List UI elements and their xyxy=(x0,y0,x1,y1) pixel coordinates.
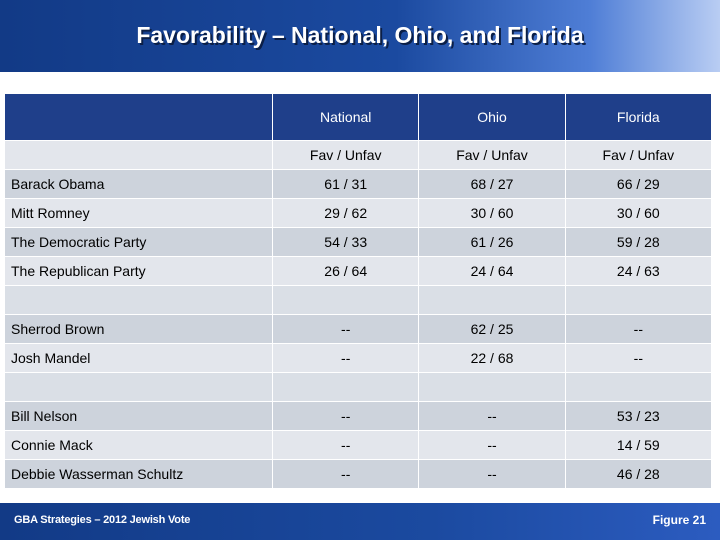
value-cell: 22 / 68 xyxy=(418,343,566,373)
table-subheader-row: Fav / Unfav Fav / Unfav Fav / Unfav xyxy=(5,140,713,170)
title-bar xyxy=(0,0,720,72)
row-label: Connie Mack xyxy=(5,430,274,460)
column-header-florida: Florida xyxy=(565,94,713,141)
value-cell: 30 / 60 xyxy=(565,198,713,228)
value-cell: 53 / 23 xyxy=(565,401,713,431)
value-cell: 68 / 27 xyxy=(418,169,566,199)
value-cell: -- xyxy=(565,314,713,344)
row-label: Barack Obama xyxy=(5,169,274,199)
value-cell: -- xyxy=(272,459,420,489)
table-header-row: National Ohio Florida xyxy=(5,94,713,141)
footer-bar xyxy=(0,503,720,540)
figure-number: Figure 21 xyxy=(652,513,706,527)
value-cell: 61 / 31 xyxy=(272,169,420,199)
row-label: Mitt Romney xyxy=(5,198,274,228)
spacer-cell xyxy=(272,372,420,402)
value-cell: 54 / 33 xyxy=(272,227,420,257)
value-cell: 14 / 59 xyxy=(565,430,713,460)
spacer-cell xyxy=(565,285,713,315)
favorability-table: National Ohio Florida Fav / Unfav Fav / … xyxy=(5,94,713,489)
table-row: The Republican Party 26 / 64 24 / 64 24 / 6… xyxy=(5,256,713,286)
spacer-cell xyxy=(272,285,420,315)
value-cell: 30 / 60 xyxy=(418,198,566,228)
table-row: Mitt Romney 29 / 62 30 / 60 30 / 60 xyxy=(5,198,713,228)
spacer-row xyxy=(5,372,713,402)
subheader-blank-cell xyxy=(5,140,274,170)
value-cell: 24 / 63 xyxy=(565,256,713,286)
value-cell: -- xyxy=(418,430,566,460)
row-label: Sherrod Brown xyxy=(5,314,274,344)
table-row: Connie Mack -- -- 14 / 59 xyxy=(5,430,713,460)
value-cell: -- xyxy=(418,401,566,431)
value-cell: -- xyxy=(418,459,566,489)
spacer-cell xyxy=(5,285,274,315)
row-label: The Democratic Party xyxy=(5,227,274,257)
row-label: Josh Mandel xyxy=(5,343,274,373)
table-row: Josh Mandel -- 22 / 68 -- xyxy=(5,343,713,373)
table-row: Sherrod Brown -- 62 / 25 -- xyxy=(5,314,713,344)
spacer-cell xyxy=(565,372,713,402)
subheader-national: Fav / Unfav xyxy=(272,140,420,170)
spacer-cell xyxy=(418,372,566,402)
value-cell: -- xyxy=(272,401,420,431)
value-cell: -- xyxy=(272,314,420,344)
table-row: Debbie Wasserman Schultz -- -- 46 / 28 xyxy=(5,459,713,489)
value-cell: 46 / 28 xyxy=(565,459,713,489)
value-cell: 26 / 64 xyxy=(272,256,420,286)
row-label: The Republican Party xyxy=(5,256,274,286)
value-cell: 66 / 29 xyxy=(565,169,713,199)
value-cell: 24 / 64 xyxy=(418,256,566,286)
row-label: Bill Nelson xyxy=(5,401,274,431)
spacer-cell xyxy=(418,285,566,315)
value-cell: -- xyxy=(272,343,420,373)
header-blank-cell xyxy=(5,94,274,141)
value-cell: 62 / 25 xyxy=(418,314,566,344)
footer-source: GBA Strategies – 2012 Jewish Vote xyxy=(14,514,191,526)
row-label: Debbie Wasserman Schultz xyxy=(5,459,274,489)
table-row: Barack Obama 61 / 31 68 / 27 66 / 29 xyxy=(5,169,713,199)
table-row: The Democratic Party 54 / 33 61 / 26 59 / 2… xyxy=(5,227,713,257)
value-cell: 61 / 26 xyxy=(418,227,566,257)
value-cell: 29 / 62 xyxy=(272,198,420,228)
table-row: Bill Nelson -- -- 53 / 23 xyxy=(5,401,713,431)
spacer-row xyxy=(5,285,713,315)
value-cell: -- xyxy=(272,430,420,460)
column-header-national: National xyxy=(272,94,420,141)
value-cell: 59 / 28 xyxy=(565,227,713,257)
subheader-florida: Fav / Unfav xyxy=(565,140,713,170)
subheader-ohio: Fav / Unfav xyxy=(418,140,566,170)
value-cell: -- xyxy=(565,343,713,373)
column-header-ohio: Ohio xyxy=(418,94,566,141)
spacer-cell xyxy=(5,372,274,402)
page-title: Favorability – National, Ohio, and Flori… xyxy=(136,22,584,48)
